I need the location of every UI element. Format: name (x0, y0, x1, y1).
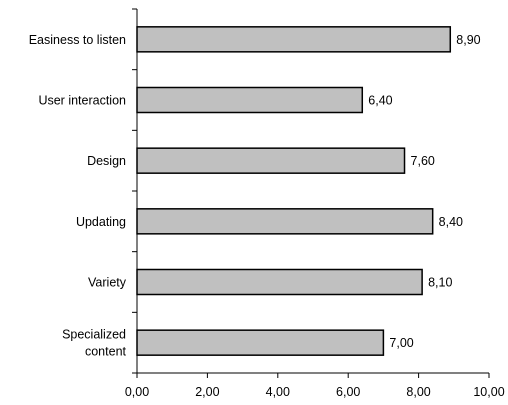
axes-group: 0,00 2,00 4,00 6,00 8,00 10,00 (125, 8, 505, 399)
data-label: 7,60 (411, 154, 435, 168)
category-label: Updating (76, 215, 126, 229)
data-label: 8,10 (428, 276, 452, 290)
category-label-line: Design (87, 154, 126, 168)
category-label-line: Easiness to listen (29, 33, 126, 47)
category-label: User interaction (38, 94, 126, 108)
category-label: Variety (88, 276, 127, 290)
category-label-line: Specialized (62, 328, 126, 342)
data-label: 8,40 (439, 215, 463, 229)
data-label: 6,40 (368, 94, 392, 108)
bar (136, 86, 364, 114)
x-tick-label: 8,00 (406, 385, 430, 399)
bar (136, 208, 434, 235)
category-label: Design (87, 154, 126, 168)
bar (136, 147, 406, 174)
x-tick-label: 2,00 (195, 385, 219, 399)
category-label: Easiness to listen (29, 33, 126, 47)
labels-group: 8,90 Easiness to listen 6,40 User interacti… (29, 33, 481, 359)
bar (136, 329, 385, 356)
category-label-line: Updating (76, 215, 126, 229)
category-label-line: content (85, 345, 127, 359)
data-label: 7,00 (389, 336, 413, 350)
bar (136, 268, 423, 296)
x-tick-label: 4,00 (266, 385, 290, 399)
x-tick-label: 6,00 (336, 385, 360, 399)
category-label: Specialized content (62, 328, 126, 359)
category-label-line: Variety (88, 276, 127, 290)
category-label-line: User interaction (38, 94, 126, 108)
bars-group (136, 26, 452, 356)
x-tick-label: 0,00 (125, 385, 149, 399)
bar (136, 26, 452, 53)
x-tick-label: 10,00 (473, 385, 504, 399)
data-label: 8,90 (456, 33, 480, 47)
